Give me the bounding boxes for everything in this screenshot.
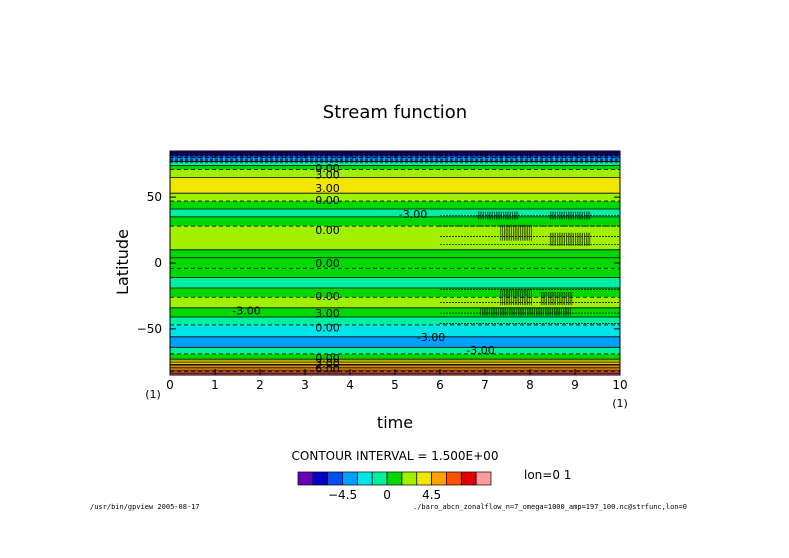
colorbar-swatch-7 (401, 471, 418, 486)
y-axis: 50 0 −50 (137, 190, 620, 336)
band-18 (170, 201, 620, 209)
colorbar-swatch-8 (416, 471, 432, 486)
band-15 (170, 226, 620, 250)
x-tick-label-0: 0 (166, 378, 174, 392)
x-tick-label-8: 8 (526, 378, 534, 392)
x-tick-label-6: 6 (436, 378, 444, 392)
contour-interval-text: CONTOUR INTERVAL = 1.500E+00 (292, 449, 499, 463)
colorbar-swatch-9 (431, 471, 447, 486)
x-unit-left: (1) (145, 388, 161, 401)
contour-label-6: 0.00 (315, 257, 340, 270)
chart-title: Stream function (323, 102, 467, 123)
colorbar-swatch-6 (386, 471, 403, 486)
x-axis-label: time (377, 413, 413, 432)
band-16 (170, 216, 620, 227)
band-13 (170, 257, 620, 269)
contour-label-14: 3.00 (315, 357, 340, 370)
band-17 (170, 208, 620, 217)
footer-left: /usr/bin/gpview 2005-08-17 (90, 503, 200, 511)
band-4 (170, 347, 620, 354)
x-tick-label-9: 9 (571, 378, 579, 392)
band-3 (170, 353, 620, 360)
contour-label-1: 3.00 (315, 169, 340, 182)
contour-label-12: -3.00 (466, 344, 494, 357)
colorbar-tick-label-0: −4.5 (328, 488, 357, 502)
band-11 (170, 277, 620, 289)
footer-right: ./baro_abcn_zonalflow_n=7_omega=1000_amp… (413, 503, 687, 511)
band-2 (170, 359, 620, 365)
contour-label-4: -3.00 (399, 208, 427, 221)
contour-label-3: 0.00 (315, 194, 340, 207)
x-tick-label-2: 2 (256, 378, 264, 392)
band-19 (170, 193, 620, 202)
colorbar-swatch-0 (297, 471, 314, 486)
contour-label-5: 0.00 (315, 224, 340, 237)
colorbar-swatch-2 (327, 471, 343, 486)
contour-label-8: -3.00 (232, 304, 260, 317)
colorbar-swatch-12 (475, 471, 492, 486)
wave-noise-region (440, 211, 620, 324)
band-9 (170, 297, 620, 308)
colorbar-swatch-3 (342, 471, 358, 486)
band-23 (170, 161, 620, 166)
colorbar-swatch-1 (312, 471, 329, 486)
x-unit-right: (1) (612, 397, 628, 410)
contour-label-0: 0.00 (315, 162, 340, 175)
colorbar-swatch-5 (371, 471, 388, 486)
colorbar-tick-label-2: 4.5 (422, 488, 441, 502)
band-1 (170, 364, 620, 372)
x-tick-label-7: 7 (481, 378, 489, 392)
x-tick-label-10: 10 (612, 378, 627, 392)
colorbar-tick-label-1: 0 (383, 488, 391, 502)
x-tick-label-5: 5 (391, 378, 399, 392)
band-8 (170, 307, 620, 318)
band-22 (170, 165, 620, 170)
band-12 (170, 268, 620, 278)
band-21 (170, 169, 620, 178)
x-tick-label-1: 1 (211, 378, 219, 392)
x-axis: 0 1 2 3 4 5 6 7 8 9 10 (166, 151, 628, 392)
band-10 (170, 288, 620, 298)
colorbar: −4.5 0 4.5 (297, 471, 492, 502)
colorbar-swatch-4 (357, 471, 373, 486)
colorbar-swatch-10 (446, 471, 462, 486)
colorbar-swatch-11 (460, 471, 477, 486)
contour-labels: 0.003.003.000.00-3.000.000.000.00-3.00 3.… (232, 162, 494, 375)
contour-label-9: 3.00 (315, 307, 340, 320)
band-20 (170, 177, 620, 194)
band-5 (170, 336, 620, 348)
y-tick-label-2: −50 (137, 322, 162, 336)
contour-label-13: 0.00 (315, 352, 340, 365)
x-tick-label-4: 4 (346, 378, 354, 392)
band-7 (170, 317, 620, 325)
lon-label: lon=0 1 (524, 468, 571, 482)
band-6 (170, 324, 620, 337)
contour-label-7: 0.00 (315, 290, 340, 303)
y-tick-label-1: 0 (154, 256, 162, 270)
y-tick-label-0: 50 (147, 190, 162, 204)
contour-label-10: 0.00 (315, 322, 340, 335)
contour-label-2: 3.00 (315, 182, 340, 195)
contour-label-11: -3.00 (417, 331, 445, 344)
stream-function-bands (170, 151, 620, 375)
band-14 (170, 249, 620, 258)
y-axis-label: Latitude (113, 229, 132, 295)
contour-label-15: 6.00 (315, 362, 340, 375)
x-tick-label-3: 3 (301, 378, 309, 392)
